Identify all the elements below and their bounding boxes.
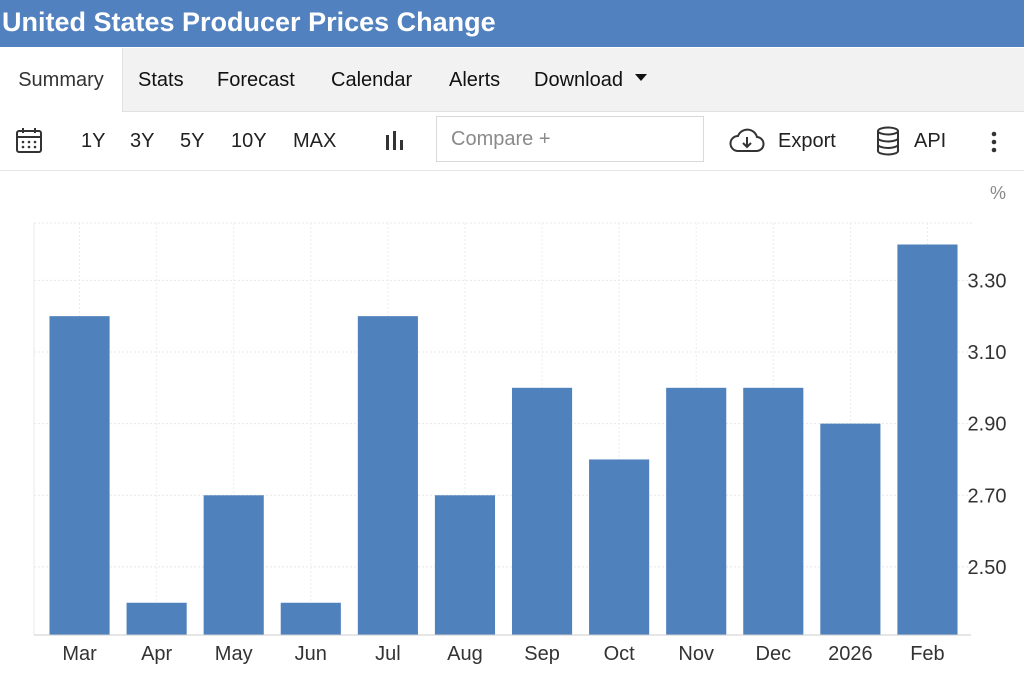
x-tick-label: Jul [375, 643, 401, 665]
bar-nov[interactable] [666, 387, 727, 635]
tab-forecast-label: Forecast [217, 69, 295, 91]
y-tick-label: 2.50 [968, 557, 1007, 579]
bar-aug[interactable] [434, 495, 496, 635]
tab-calendar-label: Calendar [331, 69, 413, 91]
tab-summary-label: Summary [18, 69, 104, 91]
calendar-icon[interactable] [15, 127, 43, 155]
bar-jun[interactable] [280, 602, 341, 635]
range-max-button[interactable]: MAX [293, 130, 337, 152]
tab-download-label: Download [534, 69, 623, 91]
labels-layer: 2.50 2.70 2.90 3.10 3.30 Mar Apr May Jun Jul Aug Se… [62, 270, 1006, 665]
y-tick-label: 2.90 [968, 414, 1007, 436]
page-title: United States Producer Prices Change [2, 7, 496, 37]
bar-apr[interactable] [126, 602, 187, 635]
tab-bar: Summary Stats Forecast Calendar Alerts D… [0, 48, 1024, 112]
cloud-download-icon[interactable] [729, 128, 765, 154]
x-tick-label: Apr [141, 643, 172, 665]
tab-calendar[interactable]: Calendar [331, 48, 412, 111]
tab-stats[interactable]: Stats [138, 48, 184, 111]
compare-input[interactable] [436, 116, 704, 162]
tab-alerts[interactable]: Alerts [449, 48, 500, 111]
x-tick-label: May [215, 643, 253, 665]
x-tick-label: Dec [756, 643, 792, 665]
bar-2026[interactable] [820, 423, 881, 635]
range-1y-button[interactable]: 1Y [81, 130, 106, 152]
y-tick-label: 3.30 [968, 270, 1007, 292]
chart-toolbar: 1Y 3Y 5Y 10Y MAX Export API [0, 112, 1024, 171]
x-tick-label: Feb [910, 643, 944, 665]
bars-layer [34, 244, 971, 636]
y-tick-label: 3.10 [968, 342, 1007, 364]
x-tick-label: Sep [524, 643, 560, 665]
caret-down-icon [634, 74, 647, 82]
more-vertical-icon[interactable] [988, 130, 1000, 154]
x-tick-label: Aug [447, 643, 483, 665]
range-10y-button[interactable]: 10Y [231, 130, 267, 152]
bar-mar[interactable] [49, 316, 110, 635]
bar-jul[interactable] [357, 316, 418, 635]
range-3y-button[interactable]: 3Y [130, 130, 155, 152]
bar-oct[interactable] [589, 459, 650, 635]
bar-feb[interactable] [897, 244, 958, 635]
export-button[interactable]: Export [778, 130, 836, 152]
tab-forecast[interactable]: Forecast [217, 48, 295, 111]
x-tick-label: Mar [62, 643, 97, 665]
bar-chart: 2.50 2.70 2.90 3.10 3.30 Mar Apr May Jun Jul Aug Se… [33, 183, 1006, 665]
x-tick-label: 2026 [828, 643, 873, 665]
tab-stats-label: Stats [138, 69, 184, 91]
bar-chart-icon[interactable] [383, 129, 407, 153]
range-5y-button[interactable]: 5Y [180, 130, 205, 152]
bar-dec[interactable] [743, 387, 804, 635]
y-axis-unit-label: % [990, 183, 1006, 203]
api-button[interactable]: API [914, 130, 947, 152]
database-icon[interactable] [875, 126, 901, 156]
title-bar: United States Producer Prices Change [0, 0, 1024, 47]
tab-download[interactable]: Download [534, 48, 647, 111]
x-tick-label: Nov [678, 643, 714, 665]
y-tick-label: 2.70 [968, 485, 1007, 507]
x-tick-label: Oct [604, 643, 636, 665]
tab-alerts-label: Alerts [449, 69, 501, 91]
bar-may[interactable] [203, 495, 264, 635]
x-tick-label: Jun [295, 643, 327, 665]
bar-sep[interactable] [511, 387, 573, 635]
tab-summary[interactable]: Summary [0, 48, 123, 112]
